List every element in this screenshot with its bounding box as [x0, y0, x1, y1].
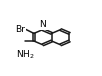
Text: N: N [39, 20, 46, 29]
Text: Br: Br [15, 25, 25, 34]
Text: NH$_2$: NH$_2$ [16, 48, 35, 61]
